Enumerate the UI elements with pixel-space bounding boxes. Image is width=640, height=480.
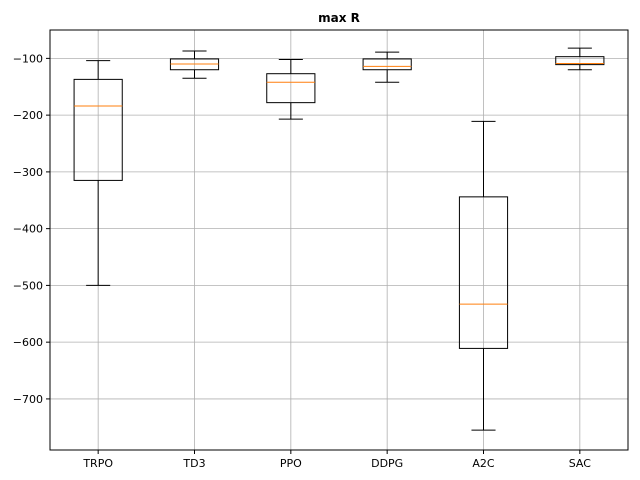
x-tick-label-trpo: TRPO xyxy=(82,457,113,470)
plot-area-frame xyxy=(49,29,629,451)
y-tick-label: −400 xyxy=(13,223,43,236)
y-tick-label: −300 xyxy=(13,166,43,179)
x-tick-label-td3: TD3 xyxy=(182,457,205,470)
y-tick-label: −200 xyxy=(13,109,43,122)
box-ppo xyxy=(266,59,316,120)
y-tick-label: −100 xyxy=(13,52,43,65)
x-tick-label-a2c: A2C xyxy=(472,457,495,470)
chart-title: max R xyxy=(318,11,360,25)
y-tick-label: −600 xyxy=(13,336,43,349)
box-iqr xyxy=(458,196,509,349)
x-axis-ticks: TRPO TD3 PPO DDPG A2C SAC xyxy=(82,450,591,470)
y-axis-ticks: −100 −200 −300 −400 −500 −600 −700 xyxy=(13,52,50,406)
x-tick-label-ddpg: DDPG xyxy=(371,457,403,470)
box-ddpg xyxy=(362,51,412,83)
grid-lines xyxy=(50,30,628,450)
box-iqr xyxy=(266,73,316,104)
x-tick-label-ppo: PPO xyxy=(280,457,302,470)
box-iqr xyxy=(362,58,412,71)
box-sac xyxy=(555,47,605,71)
y-tick-label: −500 xyxy=(13,279,43,292)
box-td3 xyxy=(169,50,220,79)
box-iqr xyxy=(73,78,123,181)
x-tick-label-sac: SAC xyxy=(569,457,592,470)
box-iqr xyxy=(555,56,605,66)
box-trpo xyxy=(73,60,123,286)
box-a2c xyxy=(458,120,509,431)
y-tick-label: −700 xyxy=(13,393,43,406)
boxes xyxy=(73,47,605,431)
